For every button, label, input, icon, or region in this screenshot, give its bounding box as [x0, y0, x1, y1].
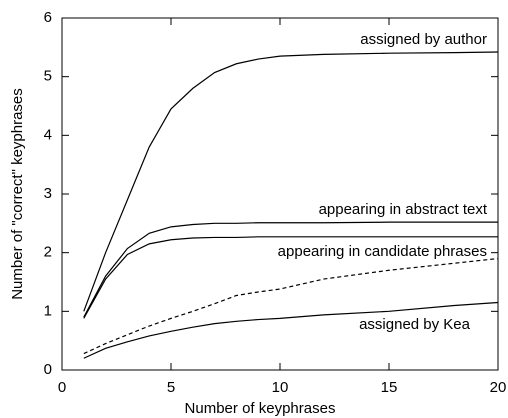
series-line	[83, 236, 498, 319]
y-tick-label: 0	[44, 361, 52, 378]
series-label: appearing in abstract text	[319, 201, 488, 218]
y-tick-label: 2	[44, 244, 52, 261]
x-tick-label: 20	[490, 379, 507, 396]
series-line	[83, 51, 499, 312]
y-tick-label: 6	[44, 9, 52, 26]
series-line	[83, 301, 499, 359]
x-tick-label: 5	[167, 379, 175, 396]
series-label: appearing in candidate phrases	[278, 243, 487, 260]
x-tick-label: 0	[58, 379, 66, 396]
y-tick-label: 3	[44, 185, 52, 202]
series-line	[83, 221, 498, 318]
x-tick-label: 10	[272, 379, 289, 396]
y-tick-label: 4	[44, 126, 52, 143]
y-axis-label: Number of "correct" keyphrases	[9, 88, 26, 300]
y-tick-label: 5	[44, 68, 52, 85]
x-axis-label: Number of keyphrases	[185, 400, 336, 417]
x-tick-label: 15	[381, 379, 398, 396]
series-line	[83, 257, 499, 355]
series-label: assigned by author	[360, 31, 487, 48]
series-label: assigned by Kea	[359, 316, 471, 333]
y-tick-label: 1	[44, 302, 52, 319]
